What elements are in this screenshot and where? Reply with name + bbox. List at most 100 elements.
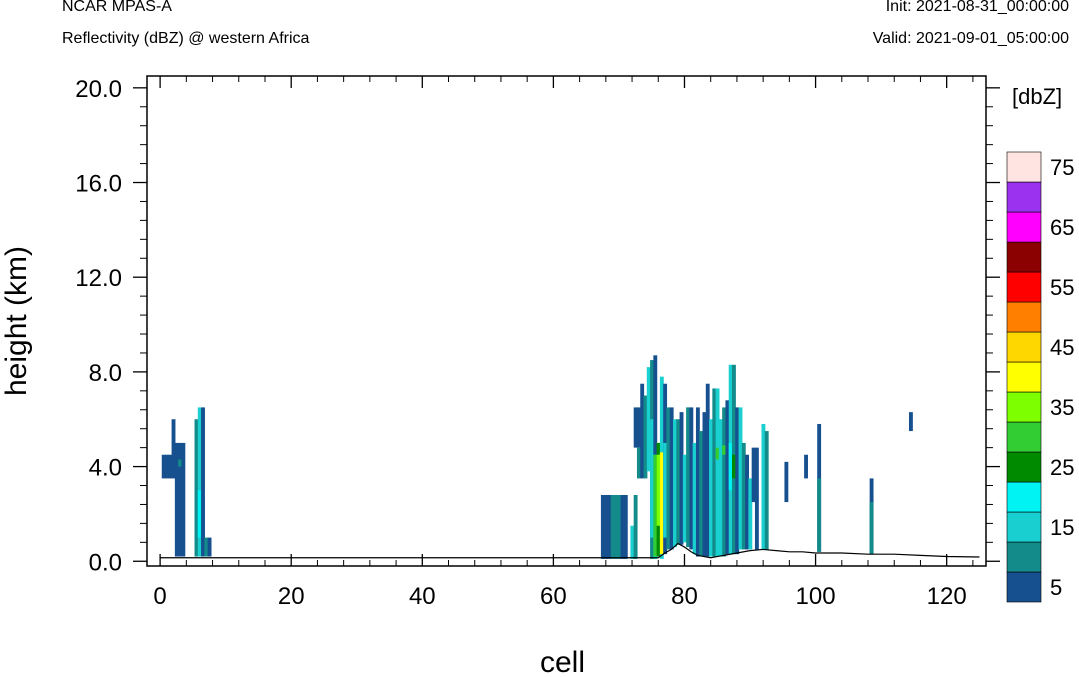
y-axis-label: height (km) [0,246,33,396]
reflectivity-cell [676,419,681,545]
reflectivity-cell [695,407,700,557]
reflectivity-cell [908,412,913,432]
reflectivity-cell [636,407,641,448]
reflectivity-cell [207,537,212,557]
x-tick-label: 80 [671,583,698,610]
reflectivity-cell [761,423,766,550]
surface-line [160,542,980,559]
chart-subtitle: Reflectivity (dBZ) @ western Africa [62,30,310,47]
colorbar-label: 25 [1050,455,1074,480]
axes: 0 20 40 60 80 100 120 0.0 4.0 8.0 12.0 16.0 20.0 cell… [0,75,1000,677]
reflectivity-cell [702,412,707,557]
colorbar-label: 35 [1050,395,1074,420]
reflectivity-cell [748,478,753,550]
reflectivity-cell [722,445,727,455]
reflectivity-cell [741,442,746,550]
reflectivity-cell [725,400,730,555]
reflectivity-cell [718,419,723,557]
reflectivity-cell [610,494,615,559]
reflectivity-cell [178,459,183,467]
valid-time: Valid: 2021-09-01_05:00:00 [872,30,1069,47]
reflectivity-cell [174,442,179,557]
x-tick-label: 120 [927,583,967,610]
reflectivity-cell [604,494,609,559]
reflectivity-cell [738,407,743,550]
reflectivity-cell [764,431,769,550]
reflectivity-cell [633,407,638,448]
x-tick-label: 60 [540,583,567,610]
reflectivity-cell [600,494,605,559]
reflectivity-cell [784,461,789,503]
reflectivity-cell [630,525,635,559]
y-tick-label: 20.0 [75,76,122,103]
reflectivity-cell [689,407,694,550]
x-tick-label: 40 [409,583,436,610]
colorbar-box [1006,271,1042,303]
colorbar-box [1006,481,1042,513]
reflectivity-cell [181,442,186,557]
reflectivity-cell [204,537,209,557]
reflectivity-cell [194,419,199,557]
colorbar-box [1006,511,1042,543]
reflectivity-cell [715,388,720,557]
reflectivity-cell [712,388,717,557]
reflectivity-cell [728,442,733,491]
reflectivity-cell [751,447,756,503]
reflectivity-cell [663,442,668,538]
colorbar-box [1006,301,1042,333]
reflectivity-cell [171,419,176,479]
reflectivity-cell [620,494,625,559]
colorbar-label: 65 [1050,215,1074,240]
y-tick-label: 16.0 [75,171,122,198]
colorbar-box [1006,241,1042,273]
reflectivity-cell [659,452,664,555]
colorbar-label: 45 [1050,335,1074,360]
plot-frame [146,75,987,567]
reflectivity-cell [197,490,202,538]
reflectivity-cell [161,454,166,479]
colorbar-box [1006,571,1042,603]
colorbar-label: 75 [1050,155,1074,180]
colorbar-box [1006,421,1042,453]
colorbar-box [1006,451,1042,483]
reflectivity-cell [715,447,720,460]
colorbar-unit: [dbZ] [1012,84,1062,109]
reflectivity-cell [197,407,202,557]
reflectivity-cell [804,454,808,479]
colorbar-box [1006,391,1042,423]
y-tick-label: 4.0 [89,455,122,482]
reflectivity-cell [643,395,648,479]
reflectivity-cell [165,454,169,479]
x-tick-label: 100 [796,583,836,610]
colorbar-label: 15 [1050,515,1074,540]
reflectivity-cell [646,367,651,472]
reflectivity-cell [669,407,674,550]
y-tick-label: 0.0 [89,549,122,576]
reflectivity-cell [614,494,618,559]
colorbar-label: 5 [1050,575,1062,600]
reflectivity-cell [178,442,183,557]
colorbar-box [1006,361,1042,393]
reflectivity-cell [673,419,677,548]
reflectivity-cell [682,454,687,543]
reflectivity-cell [666,407,671,550]
reflectivity-cell [168,454,173,479]
colorbar-box [1006,151,1042,183]
reflectivity-cell [656,454,661,526]
reflectivity-cell [754,447,759,550]
colorbar: 5 15 25 35 45 55 65 75 [dbZ] [1006,84,1074,603]
init-time: Init: 2021-08-31_00:00:00 [885,0,1069,15]
reflectivity-cell [633,494,638,559]
reflectivity-cell [617,494,622,559]
x-tick-label: 0 [153,583,166,610]
reflectivity-cell [817,478,822,552]
reflectivity-cell [686,407,691,548]
x-tick-label: 20 [278,583,305,610]
reflectivity-cell [692,442,697,555]
reflectivity-cell [732,454,736,479]
colorbar-box [1006,541,1042,573]
reflectivity-cell [636,447,641,479]
reflectivity-cell [869,502,874,555]
reflectivity-cell [679,412,684,545]
